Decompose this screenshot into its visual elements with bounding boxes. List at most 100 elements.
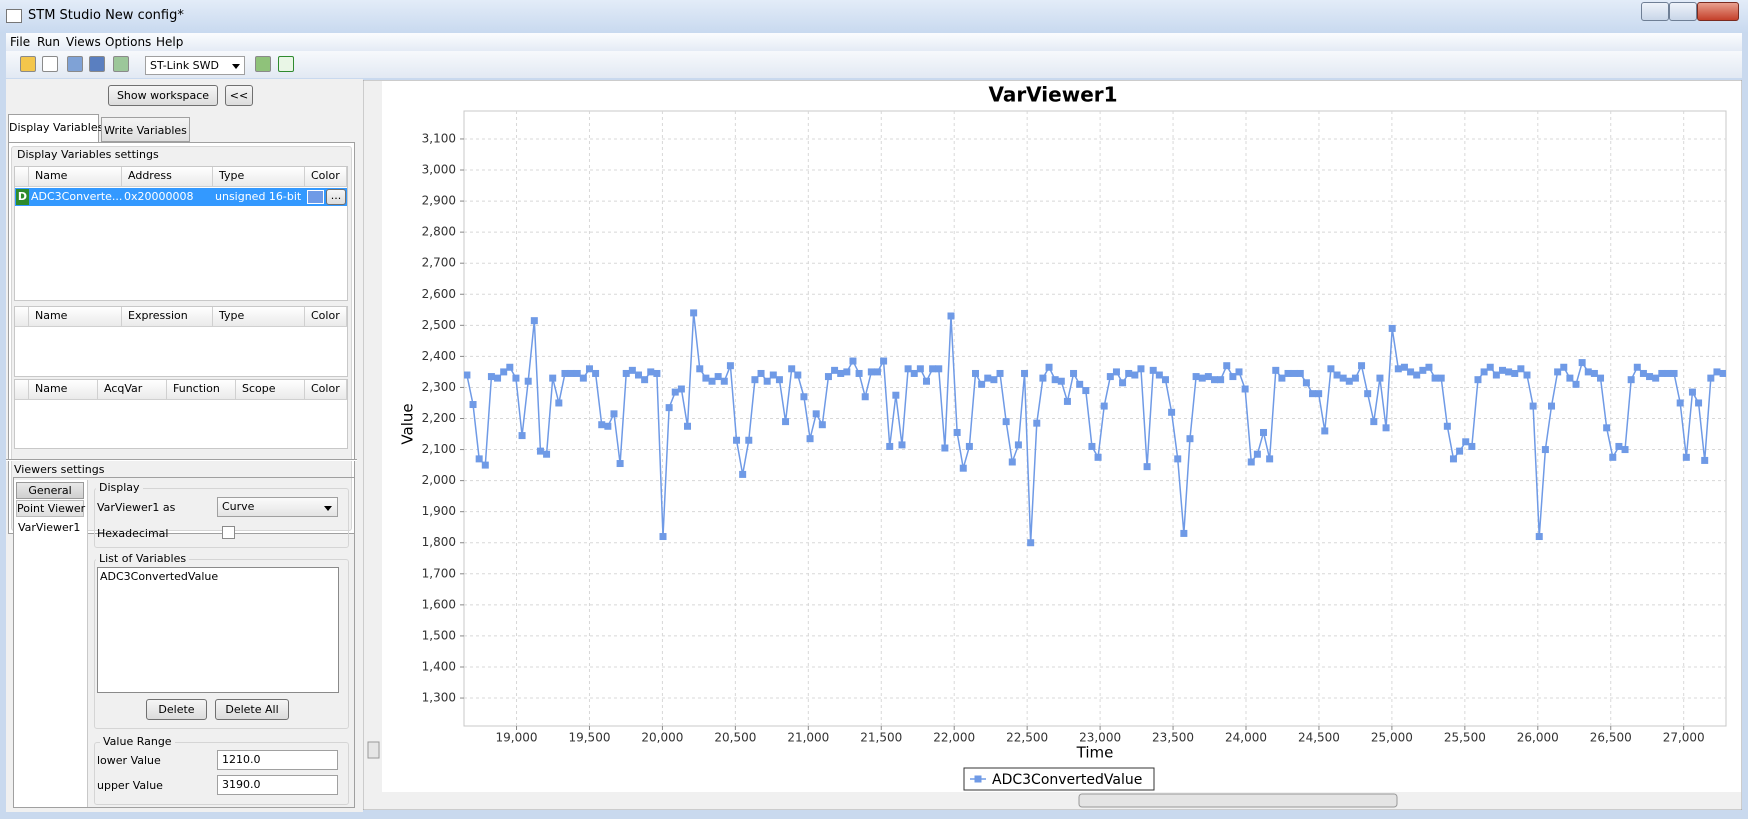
data-point <box>555 399 563 407</box>
data-point <box>1210 376 1218 384</box>
data-point <box>573 369 581 377</box>
y-tick-label: 3,000 <box>422 163 456 177</box>
data-point <box>1584 368 1592 376</box>
color-button[interactable]: ... <box>326 189 346 205</box>
save-icon[interactable] <box>89 56 105 72</box>
new-icon[interactable] <box>42 56 58 72</box>
tree-item[interactable]: Point Viewer <box>16 500 86 517</box>
data-point <box>1633 363 1641 371</box>
data-point <box>1523 371 1531 379</box>
data-point <box>665 404 673 412</box>
hex-checkbox[interactable] <box>222 526 235 539</box>
save-all-icon[interactable] <box>67 56 83 72</box>
vertical-scrollbar[interactable] <box>364 81 382 792</box>
data-point <box>1388 324 1396 332</box>
data-point <box>1456 447 1464 455</box>
table-row[interactable]: D ADC3Converte... 0x20000008 unsigned 16… <box>15 188 347 206</box>
y-tick-label: 3,100 <box>422 131 456 145</box>
menu-item[interactable]: Run <box>37 35 61 49</box>
data-point <box>579 374 587 382</box>
data-point <box>769 371 777 379</box>
data-point <box>1045 363 1053 371</box>
data-point <box>1462 438 1470 446</box>
menu-item[interactable]: File <box>10 35 31 49</box>
data-point <box>990 376 998 384</box>
tab-active[interactable]: Display Variables <box>8 114 103 142</box>
data-point <box>1339 374 1347 382</box>
data-point <box>1333 371 1341 379</box>
lower-value-input[interactable]: 1210.0 <box>217 750 338 770</box>
run-icon[interactable] <box>278 56 294 72</box>
data-point <box>1180 529 1188 537</box>
header-cell: Name <box>29 380 98 400</box>
x-tick-label: 21,500 <box>860 731 902 745</box>
data-point <box>1707 374 1715 382</box>
collapse-button[interactable]: << <box>225 85 253 106</box>
data-point <box>708 377 716 385</box>
data-point <box>677 385 685 393</box>
show-workspace-button[interactable]: Show workspace <box>108 85 218 106</box>
minimize-button[interactable] <box>1641 2 1669 21</box>
chart-title: VarViewer1 <box>988 83 1117 107</box>
tree-item[interactable]: VarViewer1 <box>18 521 81 534</box>
x-tick-label: 24,500 <box>1298 731 1340 745</box>
export-icon[interactable] <box>113 56 129 72</box>
scroll-thumb[interactable] <box>367 741 380 759</box>
menu-item[interactable]: Options <box>105 35 152 49</box>
data-point <box>1253 450 1261 458</box>
y-axis-label: Value <box>399 403 417 444</box>
y-tick-label: 2,400 <box>422 349 456 363</box>
x-tick-label: 26,000 <box>1517 731 1559 745</box>
menu-item[interactable]: Help <box>156 35 184 49</box>
data-point <box>1057 377 1065 385</box>
data-point <box>1407 368 1415 376</box>
delete-all-button[interactable]: Delete All <box>215 699 289 720</box>
data-point <box>1070 369 1078 377</box>
close-button[interactable] <box>1697 2 1739 21</box>
delete-button[interactable]: Delete <box>146 699 207 720</box>
data-point <box>1603 424 1611 432</box>
variables-table: Name Address Type Color D ADC3Converte..… <box>14 166 348 301</box>
probe-select[interactable]: ST-Link SWD <box>145 56 245 75</box>
x-tick-label: 26,500 <box>1590 731 1632 745</box>
x-tick-label: 20,500 <box>714 731 756 745</box>
window-title: STM Studio New config* <box>28 8 184 23</box>
upper-value-input[interactable]: 3190.0 <box>217 775 338 795</box>
data-point <box>720 377 728 385</box>
splitter[interactable] <box>6 459 357 461</box>
header-cell: Address <box>122 167 213 187</box>
header-cell: Name <box>29 167 122 187</box>
viewers-panel <box>13 477 355 808</box>
list-item[interactable]: ADC3ConvertedValue <box>100 570 219 583</box>
data-point <box>653 369 661 377</box>
tree-item[interactable]: General <box>16 482 84 499</box>
data-point <box>1560 363 1568 371</box>
scroll-thumb[interactable] <box>1078 793 1398 808</box>
header-cell <box>15 307 29 327</box>
data-point <box>1198 374 1206 382</box>
data-point <box>916 365 924 373</box>
data-point <box>1719 369 1726 377</box>
splitter[interactable] <box>357 79 363 812</box>
field-label: lower Value <box>97 754 161 767</box>
maximize-button[interactable] <box>1669 2 1697 21</box>
viewers-tree: General Point Viewer VarViewer1 <box>14 480 88 807</box>
config-icon[interactable] <box>255 56 271 72</box>
data-point <box>628 366 636 374</box>
data-point <box>659 533 667 541</box>
select-value: Curve <box>222 500 255 513</box>
horizontal-scrollbar[interactable] <box>364 792 1741 809</box>
data-point <box>536 447 544 455</box>
menu-item[interactable]: Views <box>66 35 101 49</box>
data-point <box>1290 369 1298 377</box>
data-point <box>1566 374 1574 382</box>
tab[interactable]: Write Variables <box>101 117 190 142</box>
view-type-select[interactable]: Curve <box>217 497 338 517</box>
open-icon[interactable] <box>20 56 36 72</box>
data-point <box>1376 374 1384 382</box>
data-point <box>1027 539 1035 547</box>
data-point <box>1063 397 1071 405</box>
data-point <box>1119 379 1127 387</box>
data-point <box>1345 377 1353 385</box>
data-point <box>1168 408 1176 416</box>
